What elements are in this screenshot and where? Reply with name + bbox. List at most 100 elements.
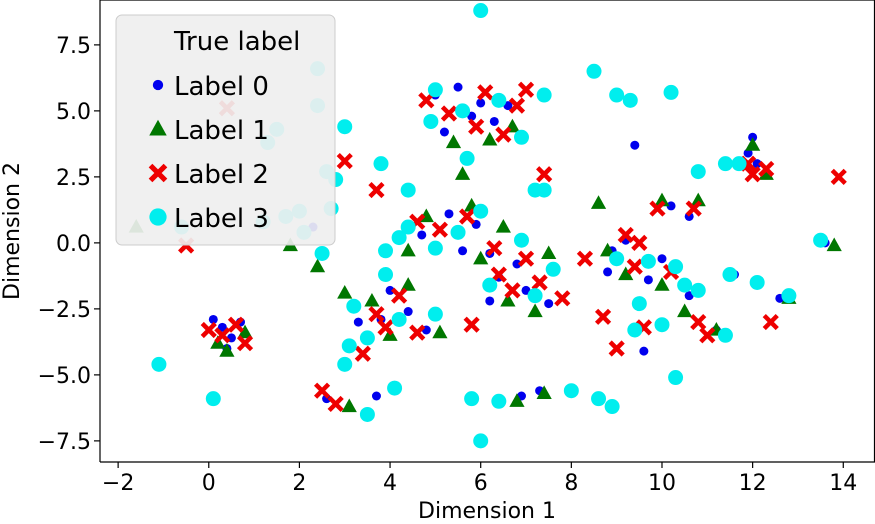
data-point — [527, 303, 543, 318]
data-point — [485, 296, 495, 306]
data-point — [417, 230, 427, 240]
data-point — [654, 317, 670, 333]
data-point — [527, 288, 543, 304]
data-point — [427, 306, 443, 322]
data-point — [378, 267, 394, 283]
x-tick-label: 8 — [564, 471, 578, 496]
data-point — [639, 346, 649, 356]
y-tick-label: 7.5 — [56, 34, 91, 59]
data-point — [631, 296, 647, 312]
data-point — [576, 250, 594, 267]
data-point — [314, 245, 330, 261]
data-point — [649, 200, 666, 217]
data-point — [453, 82, 463, 92]
data-point — [594, 308, 612, 325]
data-point — [826, 237, 842, 252]
data-point — [391, 311, 407, 327]
x-tick-label: 4 — [383, 471, 397, 496]
series-1 — [128, 118, 842, 413]
data-point — [495, 219, 511, 233]
data-point — [427, 240, 443, 256]
data-point — [214, 327, 231, 344]
x-tick-label: 0 — [202, 471, 216, 496]
y-axis-title: Dimension 2 — [0, 162, 25, 300]
data-point — [536, 166, 553, 183]
data-point — [337, 285, 353, 299]
data-point — [536, 385, 552, 399]
data-point — [631, 234, 648, 251]
data-point — [313, 382, 331, 399]
data-point — [490, 266, 507, 283]
data-point — [685, 200, 702, 217]
data-point — [643, 275, 653, 285]
legend-marker — [152, 79, 164, 91]
data-point — [504, 282, 521, 299]
data-point — [473, 203, 489, 219]
data-point — [219, 343, 235, 357]
x-tick-label: 12 — [739, 471, 767, 496]
legend-label: Label 1 — [174, 116, 269, 146]
data-point — [512, 259, 522, 269]
data-point — [458, 246, 468, 256]
data-point — [545, 261, 561, 277]
data-point — [517, 250, 535, 267]
data-point — [400, 219, 416, 235]
data-point — [749, 274, 765, 290]
data-point — [337, 119, 353, 135]
data-point — [444, 209, 454, 219]
legend: True label Label 0 Label 1 Label 2 Label 3 — [115, 14, 336, 246]
data-point — [608, 340, 625, 357]
data-point — [536, 87, 552, 103]
data-point — [513, 129, 529, 145]
data-point — [400, 182, 416, 198]
data-point — [513, 232, 529, 248]
data-point — [677, 303, 693, 318]
data-point — [486, 240, 503, 257]
data-point — [604, 399, 620, 415]
data-point — [473, 3, 489, 19]
legend-marker — [148, 163, 168, 183]
data-point — [368, 306, 385, 323]
data-point — [237, 324, 253, 339]
legend-label: Label 3 — [174, 204, 269, 234]
data-point — [373, 156, 389, 172]
data-point — [495, 126, 512, 143]
data-point — [752, 159, 762, 169]
data-point — [699, 327, 716, 344]
data-point — [758, 166, 774, 180]
data-point — [439, 127, 449, 137]
data-point — [622, 92, 638, 108]
x-tick-label: −2 — [102, 471, 134, 496]
data-point — [758, 160, 775, 178]
y-tick-label: 5.0 — [56, 100, 91, 125]
data-point — [450, 224, 466, 240]
data-point — [668, 370, 684, 386]
y-tick-label: −5.0 — [38, 364, 91, 389]
data-point — [400, 242, 416, 257]
data-point — [368, 181, 385, 199]
legend-marker — [149, 119, 167, 136]
data-point — [473, 433, 489, 449]
data-point — [743, 148, 753, 158]
data-point — [341, 398, 357, 413]
data-point — [666, 201, 676, 211]
data-point — [455, 103, 471, 119]
x-tick-label: 6 — [474, 471, 488, 496]
data-point — [554, 290, 571, 307]
data-point — [508, 97, 526, 114]
data-point — [337, 356, 353, 372]
data-point — [336, 152, 353, 170]
legend-label: Label 0 — [174, 72, 269, 102]
data-point — [354, 345, 371, 362]
data-point — [359, 330, 375, 346]
data-point — [609, 251, 625, 267]
data-point — [618, 266, 634, 281]
legend-title: True label — [173, 27, 300, 57]
data-point — [591, 391, 607, 407]
data-point — [463, 316, 480, 333]
data-point — [690, 164, 706, 180]
data-point — [745, 137, 761, 151]
data-point — [762, 313, 779, 331]
data-point — [830, 168, 847, 185]
